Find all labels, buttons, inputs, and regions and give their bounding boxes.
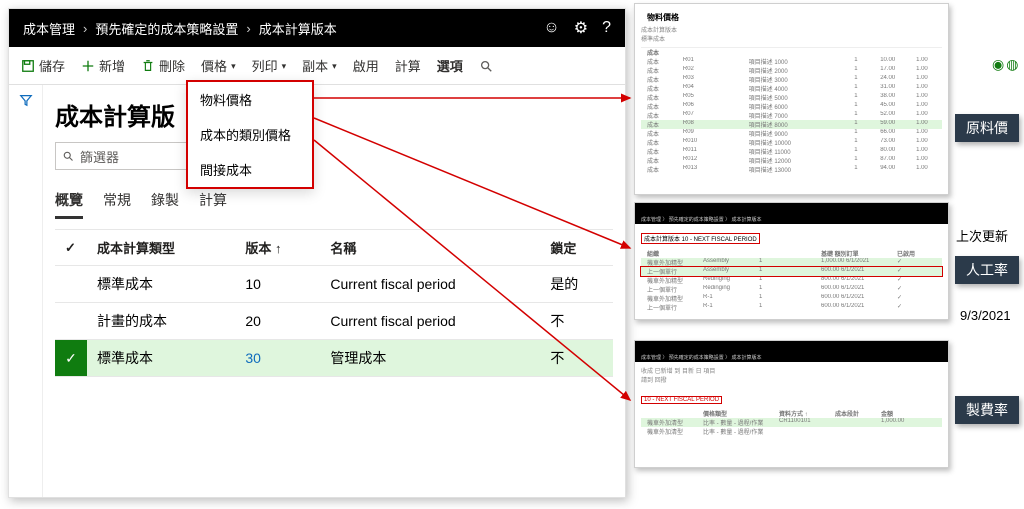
- titlebar: 成本管理 › 預先確定的成本策略設置 › 成本計算版本 ☺ ⚙ ?: [9, 9, 625, 47]
- filter-icon[interactable]: [19, 93, 33, 497]
- chevron-icon: ›: [246, 21, 250, 36]
- col-name[interactable]: 名稱: [320, 230, 540, 266]
- tag-overhead: 製費率: [955, 396, 1019, 424]
- table-row-selected[interactable]: ✓ 標準成本 30 管理成本 不: [55, 340, 613, 377]
- smile-icon[interactable]: ☺: [543, 19, 559, 37]
- dropdown-item-category[interactable]: 成本的類別價格: [188, 117, 312, 152]
- save-button[interactable]: 儲存: [15, 52, 71, 79]
- price-label: 價格: [201, 56, 227, 75]
- filter-placeholder: 篩選器: [80, 147, 119, 166]
- updated-cell: 9/3/2021: [960, 308, 1011, 323]
- thumb3-box: 10 - NEXT FISCAL PERIOD: [641, 396, 722, 404]
- breadcrumb-1[interactable]: 預先確定的成本策略設置: [95, 19, 238, 38]
- thumb-category-price: 成本管理 〉 預先確定的成本策略設置 〉 成本計算版本 成本計算版本 10 - …: [634, 202, 949, 320]
- calc-button[interactable]: 計算: [389, 52, 427, 79]
- office-icon[interactable]: ◉: [992, 56, 1004, 86]
- dropdown-item-indirect[interactable]: 間接成本: [188, 152, 312, 187]
- col-locked[interactable]: 鎖定: [540, 230, 613, 266]
- thumb-material-price: 物料價格 成本計算版本 標準成本 成本 成本R01項目描述 1000110.00…: [634, 3, 949, 195]
- table-row[interactable]: 標準成本 10 Current fiscal period 是的: [55, 266, 613, 303]
- tab-general[interactable]: 常規: [103, 184, 131, 219]
- gear-icon[interactable]: ⚙: [574, 18, 588, 38]
- breadcrumb-2[interactable]: 成本計算版本: [259, 19, 337, 38]
- tabs: 概覽 常規 錄製 計算: [55, 184, 613, 219]
- col-updated: 上次更新: [956, 226, 1016, 245]
- thumb2-box: 成本計算版本 10 - NEXT FISCAL PERIOD: [641, 233, 760, 244]
- print-menu[interactable]: 列印▾: [246, 52, 293, 79]
- dropdown-item-material[interactable]: 物料價格: [188, 82, 312, 117]
- data-grid: ✓ 成本計算類型 版本 ↑ 名稱 鎖定 標準成本 10 Current fisc…: [55, 229, 613, 377]
- tag-material: 原料價: [955, 114, 1019, 142]
- page-title: 成本計算版: [55, 97, 613, 132]
- new-button[interactable]: 新增: [75, 52, 131, 79]
- breadcrumb-0[interactable]: 成本管理: [23, 19, 75, 38]
- tab-record[interactable]: 錄製: [151, 184, 179, 219]
- help-icon[interactable]: ?: [602, 19, 611, 37]
- col-type[interactable]: 成本計算類型: [87, 230, 235, 266]
- options-button[interactable]: 選項: [431, 52, 469, 79]
- enable-button[interactable]: 啟用: [347, 52, 385, 79]
- copy-label: 副本: [302, 56, 328, 75]
- search-button[interactable]: [473, 55, 499, 77]
- print-label: 列印: [252, 56, 278, 75]
- tab-calc[interactable]: 計算: [199, 184, 227, 219]
- delete-button[interactable]: 刪除: [135, 52, 191, 79]
- delete-label: 刪除: [159, 56, 185, 75]
- thumb-indirect-cost: 成本管理 〉 預先確定的成本策略設置 〉 成本計算版本 收成 已新增 到 目新 …: [634, 340, 949, 468]
- command-bar: 儲存 新增 刪除 價格▾ 列印▾ 副本▾ 啟用 計算 選項: [9, 47, 625, 85]
- save-label: 儲存: [39, 56, 65, 75]
- table-row[interactable]: 計畫的成本 20 Current fiscal period 不: [55, 303, 613, 340]
- price-dropdown: 物料價格 成本的類別價格 間接成本: [186, 80, 314, 189]
- copy-menu[interactable]: 副本▾: [296, 52, 343, 79]
- app-icons: ◉ ◍: [992, 56, 1020, 86]
- tag-labor: 人工率: [955, 256, 1019, 284]
- tab-overview[interactable]: 概覽: [55, 184, 83, 219]
- col-check[interactable]: ✓: [55, 230, 87, 266]
- chevron-icon: ›: [83, 21, 87, 36]
- office-icon-2[interactable]: ◍: [1006, 56, 1018, 86]
- thumb1-title: 物料價格: [647, 12, 936, 23]
- col-version[interactable]: 版本 ↑: [235, 230, 320, 266]
- left-rail: [9, 85, 43, 497]
- check-icon: ✓: [55, 340, 87, 377]
- main-window: 成本管理 › 預先確定的成本策略設置 › 成本計算版本 ☺ ⚙ ? 儲存 新增 …: [8, 8, 626, 498]
- new-label: 新增: [99, 56, 125, 75]
- price-menu[interactable]: 價格▾: [195, 52, 242, 79]
